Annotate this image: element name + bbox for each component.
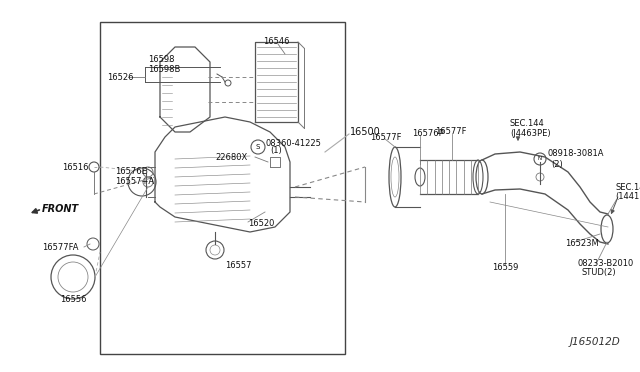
Text: 16556: 16556	[60, 295, 86, 305]
Text: 16557: 16557	[225, 262, 252, 270]
Text: 16576E: 16576E	[115, 167, 147, 176]
Text: 16598B: 16598B	[148, 65, 180, 74]
Bar	[100, 22, 345, 354]
Text: (J4463PE): (J4463PE)	[510, 129, 550, 138]
Text: (1): (1)	[270, 147, 282, 155]
Text: FRONT: FRONT	[42, 204, 79, 214]
Text: 16577F: 16577F	[370, 132, 401, 141]
Text: SEC.144: SEC.144	[615, 183, 640, 192]
Text: J165012D: J165012D	[570, 337, 621, 347]
Text: 16526: 16526	[107, 73, 134, 81]
Text: 22680X: 22680X	[215, 153, 247, 161]
Text: 16516: 16516	[62, 163, 88, 171]
Text: 16577FA: 16577FA	[42, 243, 79, 251]
Text: S: S	[256, 144, 260, 150]
Text: N: N	[538, 157, 542, 161]
Text: 16500: 16500	[350, 127, 381, 137]
Text: STUD(2): STUD(2)	[582, 269, 616, 278]
Text: 16557+A: 16557+A	[115, 177, 154, 186]
Text: 16577F: 16577F	[435, 128, 467, 137]
Text: 16576P: 16576P	[412, 129, 444, 138]
Text: (2): (2)	[551, 160, 563, 169]
Text: (1441): (1441)	[615, 192, 640, 202]
Text: 16523M: 16523M	[565, 240, 599, 248]
Text: 16598: 16598	[148, 55, 175, 64]
Text: 08360-41225: 08360-41225	[266, 138, 322, 148]
Text: SEC.144: SEC.144	[510, 119, 545, 128]
Text: 16520: 16520	[248, 219, 275, 228]
Text: 16559: 16559	[492, 263, 518, 272]
Text: 08233-B2010: 08233-B2010	[578, 260, 634, 269]
Text: 08918-3081A: 08918-3081A	[547, 150, 604, 158]
Text: 16546: 16546	[263, 38, 289, 46]
